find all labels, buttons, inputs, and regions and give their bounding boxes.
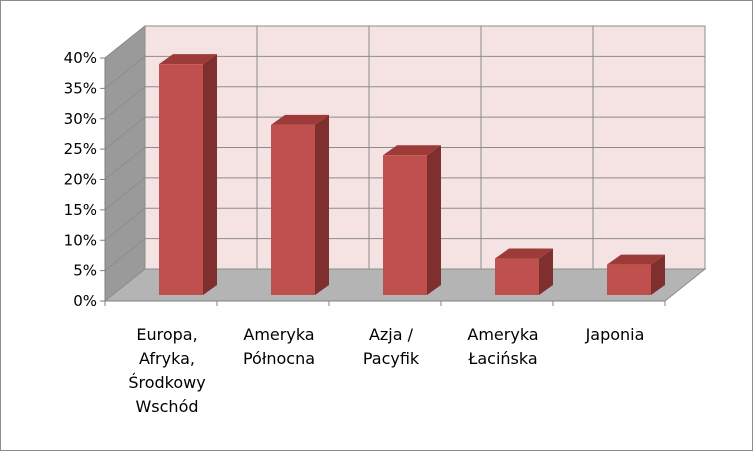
x-category-label-line: Azja / — [369, 325, 414, 344]
gridline-horizontal — [104, 147, 705, 180]
gridline-horizontal — [104, 55, 705, 89]
bar-top — [495, 248, 553, 259]
x-axis-category-labels: Europa, Afryka, Środkowy Wschód Ameryka Półno… — [128, 325, 644, 416]
x-category-label-line: Japonia — [585, 325, 645, 344]
x-category-label-line: Wschód — [135, 397, 198, 416]
bar-front — [383, 155, 427, 295]
y-tick-label: 15% — [64, 201, 97, 219]
bar-front — [495, 258, 539, 295]
x-category-label-line: Ameryka — [243, 325, 314, 344]
gridline-horizontal — [104, 207, 705, 241]
gridlines — [104, 25, 705, 272]
bar — [271, 114, 329, 296]
y-tick-label: 0% — [73, 292, 97, 310]
bar-top — [271, 114, 329, 125]
y-tick-label: 40% — [64, 49, 97, 67]
x-category-label-line: Północna — [243, 349, 315, 368]
bar-front — [271, 124, 315, 296]
bar — [159, 54, 217, 296]
gridline-horizontal — [104, 25, 705, 59]
x-category-label: Europa, Afryka, Środkowy Wschód — [128, 325, 205, 416]
x-category-label: Ameryka Łacińska — [467, 325, 538, 368]
bar-side — [651, 254, 665, 295]
bar — [495, 248, 553, 295]
bar — [607, 254, 665, 295]
x-category-label: Japonia — [585, 325, 645, 344]
x-category-label: Ameryka Północna — [243, 325, 315, 368]
bar-top — [159, 54, 217, 65]
x-category-label-line: Pacyfik — [363, 349, 420, 368]
bar-front — [159, 64, 203, 296]
x-category-label-line: Łacińska — [467, 349, 537, 368]
axes — [100, 57, 666, 306]
x-category-label-line: Środkowy — [128, 373, 205, 392]
x-category-label-line: Ameryka — [467, 325, 538, 344]
gridline-horizontal — [104, 177, 705, 211]
gridline-horizontal — [104, 238, 705, 272]
bar-side — [203, 54, 217, 296]
bar-side — [539, 248, 553, 295]
y-axis-tick-labels: 0% 5% 10% 15% 20% 25% 30% 35% 40% — [64, 49, 97, 310]
y-tick-label: 20% — [64, 171, 97, 189]
x-category-label-line: Afryka, — [139, 349, 195, 368]
y-tick-label: 30% — [64, 110, 97, 128]
x-category-label: Azja / Pacyfik — [363, 325, 420, 368]
bar-side — [315, 114, 329, 296]
bar-side — [427, 145, 441, 295]
y-tick-label: 5% — [73, 262, 97, 280]
bar-front — [607, 264, 651, 295]
bar-top — [383, 145, 441, 156]
y-tick-label: 25% — [64, 140, 97, 158]
bar — [383, 145, 441, 295]
y-tick-label: 10% — [64, 231, 97, 249]
y-tick-label: 35% — [64, 79, 97, 97]
gridline-horizontal — [104, 116, 705, 150]
gridline-horizontal — [104, 86, 705, 120]
bar-top — [607, 254, 665, 265]
bars — [159, 54, 665, 296]
x-category-label-line: Europa, — [136, 325, 197, 344]
